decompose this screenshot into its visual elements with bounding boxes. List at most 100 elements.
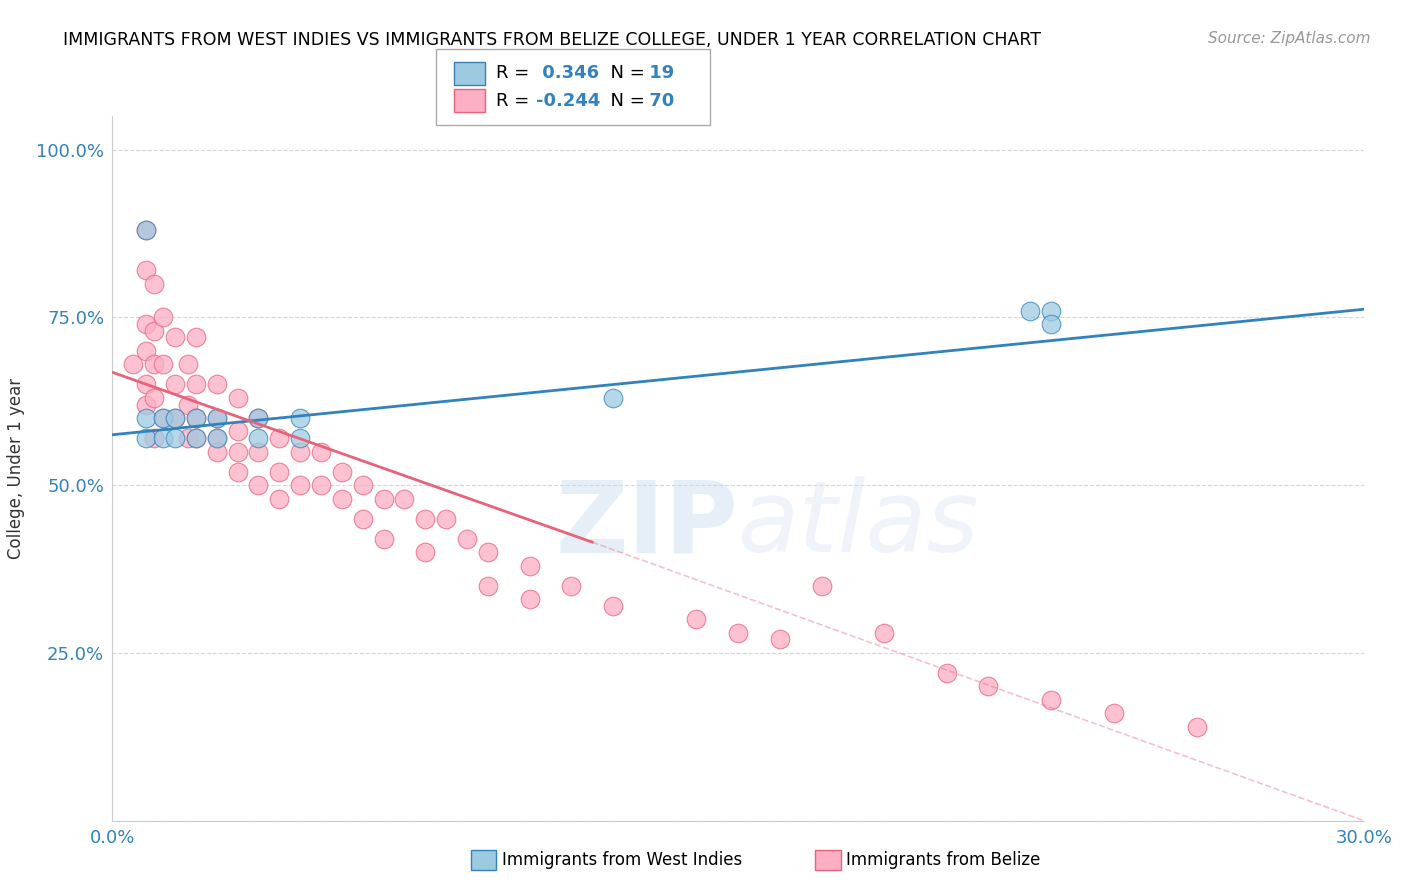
Point [226,391,249,405]
Point [184,330,207,344]
Point [247,431,270,445]
Point [135,398,157,412]
Point [135,317,157,331]
Point [394,491,416,506]
Point [1185,720,1208,734]
Point [135,343,157,358]
Point [373,532,395,546]
Point [184,411,207,425]
Point [290,411,312,425]
Point [873,625,896,640]
Point [226,425,249,439]
Point [269,431,291,445]
Point [413,511,436,525]
Point [352,478,374,492]
Point [135,223,157,237]
Point [769,632,792,647]
Point [122,357,145,371]
Point [205,377,228,392]
Text: R =: R = [496,64,536,82]
Point [456,532,478,546]
Point [247,478,270,492]
Point [143,391,166,405]
Point [602,599,624,613]
Point [135,223,157,237]
Point [247,411,270,425]
Point [810,579,832,593]
Point [205,431,228,445]
Point [727,625,749,640]
Point [152,310,174,325]
Point [477,545,499,559]
Point [309,444,332,458]
Point [373,491,395,506]
Point [163,411,186,425]
Point [135,411,157,425]
Y-axis label: College, Under 1 year: College, Under 1 year [7,377,25,559]
Point [330,465,353,479]
Point [1039,303,1063,318]
Point [290,444,312,458]
Text: R =: R = [496,92,536,110]
Point [135,377,157,392]
Point [176,398,198,412]
Point [434,511,457,525]
Point [519,592,541,607]
Text: Immigrants from West Indies: Immigrants from West Indies [502,851,742,869]
Point [685,612,707,626]
Point [226,465,249,479]
Point [163,377,186,392]
Point [184,431,207,445]
Point [413,545,436,559]
Text: Source: ZipAtlas.com: Source: ZipAtlas.com [1208,31,1371,46]
Text: atlas: atlas [738,476,980,574]
Point [163,411,186,425]
Point [205,411,228,425]
Point [560,579,582,593]
Point [163,330,186,344]
Text: ZIP: ZIP [555,476,738,574]
Point [1102,706,1125,721]
Point [226,444,249,458]
Text: 70: 70 [643,92,673,110]
Text: Immigrants from Belize: Immigrants from Belize [846,851,1040,869]
Point [152,357,174,371]
Point [205,444,228,458]
Point [269,491,291,506]
Point [205,431,228,445]
Point [290,478,312,492]
Point [135,263,157,277]
Point [352,511,374,525]
Point [184,377,207,392]
Point [143,431,166,445]
Text: N =: N = [599,64,651,82]
Text: -0.244: -0.244 [536,92,600,110]
Point [290,431,312,445]
Point [205,411,228,425]
Point [935,665,957,680]
Point [309,478,332,492]
Point [602,391,624,405]
Point [163,431,186,445]
Point [247,411,270,425]
Point [1039,317,1063,331]
Point [184,411,207,425]
Point [152,431,174,445]
Point [330,491,353,506]
Point [176,431,198,445]
Text: 0.346: 0.346 [536,64,599,82]
Point [135,431,157,445]
Point [247,444,270,458]
Text: 19: 19 [643,64,673,82]
Text: N =: N = [599,92,651,110]
Point [143,357,166,371]
Point [1019,303,1042,318]
Point [269,465,291,479]
Point [519,558,541,573]
Point [176,357,198,371]
Text: IMMIGRANTS FROM WEST INDIES VS IMMIGRANTS FROM BELIZE COLLEGE, UNDER 1 YEAR CORR: IMMIGRANTS FROM WEST INDIES VS IMMIGRANT… [63,31,1042,49]
Point [152,411,174,425]
Point [477,579,499,593]
Point [1039,693,1063,707]
Point [143,277,166,291]
